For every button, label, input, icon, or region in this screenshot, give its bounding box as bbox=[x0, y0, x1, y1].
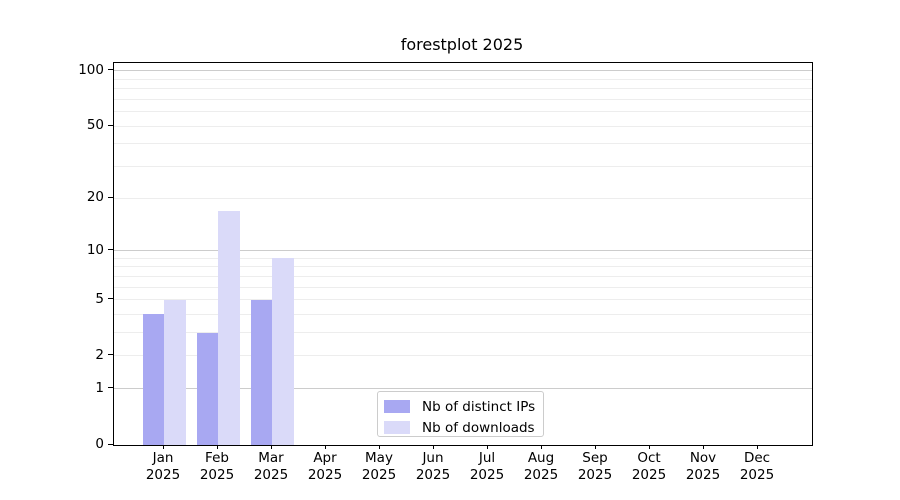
x-tick-mark bbox=[702, 445, 704, 449]
legend-swatch bbox=[384, 400, 410, 413]
y-tick-mark bbox=[108, 249, 113, 250]
y-tick-label: 10 bbox=[86, 241, 104, 258]
minor-gridline bbox=[114, 275, 812, 277]
x-tick-label: Aug 2025 bbox=[523, 450, 559, 483]
x-tick-mark bbox=[756, 445, 758, 449]
legend-label: Nb of distinct IPs bbox=[422, 398, 536, 415]
y-tick-label: 1 bbox=[95, 379, 104, 396]
minor-gridline bbox=[114, 78, 812, 80]
bar bbox=[272, 258, 294, 445]
x-tick-label: Jan 2025 bbox=[145, 450, 181, 483]
x-tick-mark bbox=[216, 445, 218, 449]
y-tick-label: 0 bbox=[95, 436, 104, 452]
y-tick-mark bbox=[108, 196, 113, 198]
x-tick-label: Jun 2025 bbox=[415, 450, 451, 483]
x-tick-mark bbox=[378, 445, 380, 449]
x-tick-mark bbox=[162, 445, 164, 449]
legend-swatch bbox=[384, 421, 410, 434]
x-tick-label: Nov 2025 bbox=[685, 450, 721, 483]
bar bbox=[164, 299, 186, 445]
bar bbox=[218, 210, 240, 445]
x-tick-mark bbox=[270, 445, 272, 449]
y-tick-mark bbox=[108, 387, 113, 389]
minor-gridline bbox=[114, 111, 812, 113]
y-tick-mark bbox=[108, 69, 113, 71]
legend-entry: Nb of distinct IPs bbox=[384, 397, 535, 416]
minor-gridline bbox=[114, 286, 812, 288]
x-tick-mark bbox=[594, 445, 596, 449]
y-tick-mark bbox=[108, 124, 113, 126]
x-tick-mark bbox=[540, 445, 542, 449]
minor-gridline bbox=[114, 165, 812, 167]
x-tick-label: Dec 2025 bbox=[739, 450, 775, 483]
minor-gridline bbox=[114, 332, 812, 334]
minor-gridline bbox=[114, 355, 812, 357]
minor-gridline bbox=[114, 299, 812, 301]
y-tick-mark bbox=[108, 443, 113, 445]
major-gridline bbox=[114, 388, 812, 390]
minor-gridline bbox=[114, 266, 812, 268]
minor-gridline bbox=[114, 98, 812, 100]
legend-entry: Nb of downloads bbox=[384, 418, 535, 437]
x-tick-label: Mar 2025 bbox=[253, 450, 289, 483]
minor-gridline bbox=[114, 143, 812, 145]
bar bbox=[142, 314, 164, 445]
y-tick-label: 5 bbox=[95, 290, 104, 307]
y-tick-mark bbox=[108, 298, 113, 300]
bar bbox=[250, 299, 272, 445]
legend: Nb of distinct IPs Nb of downloads bbox=[377, 391, 544, 437]
minor-gridline bbox=[114, 257, 812, 259]
minor-gridline bbox=[114, 197, 812, 199]
x-tick-label: Apr 2025 bbox=[307, 450, 343, 483]
y-tick-label: 100 bbox=[78, 61, 104, 78]
y-tick-label: 20 bbox=[86, 189, 104, 206]
x-tick-label: Feb 2025 bbox=[199, 450, 235, 483]
x-tick-mark bbox=[324, 445, 326, 449]
minor-gridline bbox=[114, 88, 812, 90]
chart-title: forestplot 2025 bbox=[400, 35, 524, 54]
x-tick-mark bbox=[486, 445, 488, 449]
plot-area bbox=[113, 62, 813, 446]
y-tick-mark bbox=[108, 354, 113, 356]
x-tick-label: Oct 2025 bbox=[631, 450, 667, 483]
x-tick-label: Jul 2025 bbox=[469, 450, 505, 483]
bar bbox=[196, 332, 218, 445]
x-tick-label: Sep 2025 bbox=[577, 450, 613, 483]
x-tick-mark bbox=[648, 445, 650, 449]
major-gridline bbox=[114, 70, 812, 72]
major-gridline bbox=[114, 250, 812, 251]
minor-gridline bbox=[114, 125, 812, 127]
y-tick-label: 2 bbox=[95, 346, 104, 363]
x-tick-mark bbox=[432, 445, 434, 449]
y-tick-label: 50 bbox=[86, 117, 104, 134]
legend-label: Nb of downloads bbox=[422, 419, 535, 436]
minor-gridline bbox=[114, 313, 812, 315]
x-tick-label: May 2025 bbox=[361, 450, 397, 483]
